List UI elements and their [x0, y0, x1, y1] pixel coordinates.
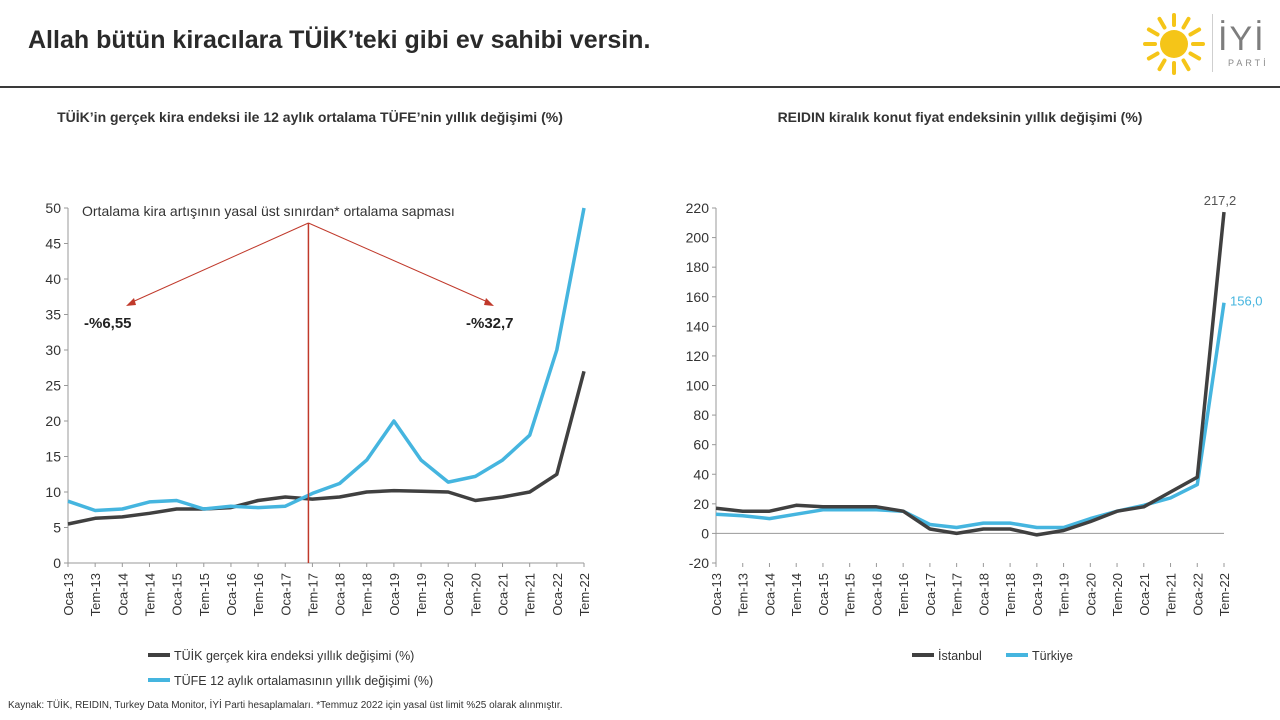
x-tick-label: Oca-22	[1190, 573, 1205, 616]
x-tick-label: Tem-16	[251, 573, 266, 616]
x-tick-label: Tem-21	[523, 573, 538, 616]
series-line-1	[715, 211, 1226, 537]
logo-subtext: PARTİ	[1228, 58, 1269, 68]
y-tick-label: 40	[693, 466, 709, 482]
x-tick-label: Oca-14	[115, 573, 130, 616]
logo-divider	[1212, 14, 1213, 72]
series-line-1	[67, 370, 586, 526]
x-tick-label: Oca-17	[923, 573, 938, 616]
y-tick-label: 80	[693, 407, 709, 423]
series-line-2	[67, 207, 586, 513]
y-tick-label: 200	[686, 230, 710, 246]
y-tick-label: 20	[693, 496, 709, 512]
y-tick-label: 120	[686, 348, 710, 364]
end-value-label: 156,0	[1230, 294, 1263, 309]
y-tick-label: 10	[45, 484, 61, 500]
x-tick-label: Oca-13	[709, 573, 724, 616]
x-tick-label: Tem-20	[1110, 573, 1125, 616]
legend-label: Türkiye	[1032, 649, 1073, 663]
x-tick-label: Tem-21	[1164, 573, 1179, 616]
legend-label: TÜİK gerçek kira endeksi yıllık değişimi…	[174, 649, 414, 663]
arrowhead-left	[126, 298, 136, 306]
y-tick-label: 15	[45, 449, 61, 465]
y-tick-label: 45	[45, 236, 61, 252]
annotation-arrow-right	[308, 222, 491, 304]
x-tick-label: Oca-16	[224, 573, 239, 616]
y-tick-label: 140	[686, 318, 710, 334]
x-tick-label: Tem-18	[360, 573, 375, 616]
y-tick-label: 180	[686, 259, 710, 275]
arrowhead-right	[484, 298, 494, 306]
y-tick-label: 35	[45, 307, 61, 323]
y-tick-label: 20	[45, 413, 61, 429]
right-chart-title: REIDIN kiralık konut fiyat endeksinin yı…	[777, 109, 1143, 125]
y-tick-label: 220	[686, 200, 710, 216]
x-tick-label: Tem-22	[577, 573, 592, 616]
x-tick-label: Tem-20	[468, 573, 483, 616]
y-tick-label: 100	[686, 378, 710, 394]
annotation-text: Ortalama kira artışının yasal üst sınırd…	[82, 203, 455, 219]
y-tick-label: 0	[701, 525, 709, 541]
y-tick-label: 5	[53, 520, 61, 536]
x-tick-label: Oca-18	[976, 573, 991, 616]
x-tick-label: Tem-14	[142, 573, 157, 616]
x-tick-label: Oca-19	[1030, 573, 1045, 616]
x-tick-label: Tem-13	[736, 573, 751, 616]
x-tick-label: Tem-14	[789, 573, 804, 616]
x-tick-label: Tem-13	[88, 573, 103, 616]
x-tick-label: Tem-19	[1057, 573, 1072, 616]
x-tick-label: Oca-20	[441, 573, 456, 616]
x-tick-label: Tem-17	[305, 573, 320, 616]
series-line-2	[715, 302, 1226, 530]
y-tick-label: -20	[689, 555, 709, 571]
annotation-arrow-left	[129, 222, 309, 304]
y-tick-label: 40	[45, 271, 61, 287]
y-tick-label: 0	[53, 555, 61, 571]
x-tick-label: Oca-15	[170, 573, 185, 616]
right-deviation-label: -%32,7	[466, 315, 514, 332]
header-divider	[0, 86, 1280, 88]
x-tick-label: Oca-18	[333, 573, 348, 616]
end-value-label: 217,2	[1204, 193, 1237, 208]
x-tick-label: Tem-22	[1217, 573, 1232, 616]
x-tick-label: Oca-13	[61, 573, 76, 616]
x-tick-label: Tem-17	[950, 573, 965, 616]
legend-label: İstanbul	[938, 649, 982, 663]
y-tick-label: 50	[45, 200, 61, 216]
y-tick-label: 60	[693, 437, 709, 453]
logo-text: İYİ	[1218, 20, 1266, 58]
x-tick-label: Tem-15	[843, 573, 858, 616]
page-title: Allah bütün kiracılara TÜİK’teki gibi ev…	[28, 26, 651, 54]
left-deviation-label: -%6,55	[84, 315, 132, 332]
x-tick-label: Oca-19	[387, 573, 402, 616]
x-tick-label: Tem-16	[896, 573, 911, 616]
source-footnote: Kaynak: TÜİK, REIDIN, Turkey Data Monito…	[8, 700, 563, 711]
x-tick-label: Oca-21	[496, 573, 511, 616]
left-chart-title: TÜİK’in gerçek kira endeksi ile 12 aylık…	[57, 109, 563, 125]
legend-label: TÜFE 12 aylık ortalamasının yıllık değiş…	[174, 674, 433, 688]
y-tick-label: 160	[686, 289, 710, 305]
x-tick-label: Oca-17	[278, 573, 293, 616]
x-tick-label: Oca-16	[869, 573, 884, 616]
x-tick-label: Tem-19	[414, 573, 429, 616]
x-tick-label: Oca-14	[762, 573, 777, 616]
x-tick-label: Oca-22	[550, 573, 565, 616]
y-tick-label: 30	[45, 342, 61, 358]
y-tick-label: 25	[45, 378, 61, 394]
x-tick-label: Oca-21	[1137, 573, 1152, 616]
x-tick-label: Tem-15	[197, 573, 212, 616]
x-tick-label: Oca-20	[1083, 573, 1098, 616]
x-tick-label: Tem-18	[1003, 573, 1018, 616]
x-tick-label: Oca-15	[816, 573, 831, 616]
